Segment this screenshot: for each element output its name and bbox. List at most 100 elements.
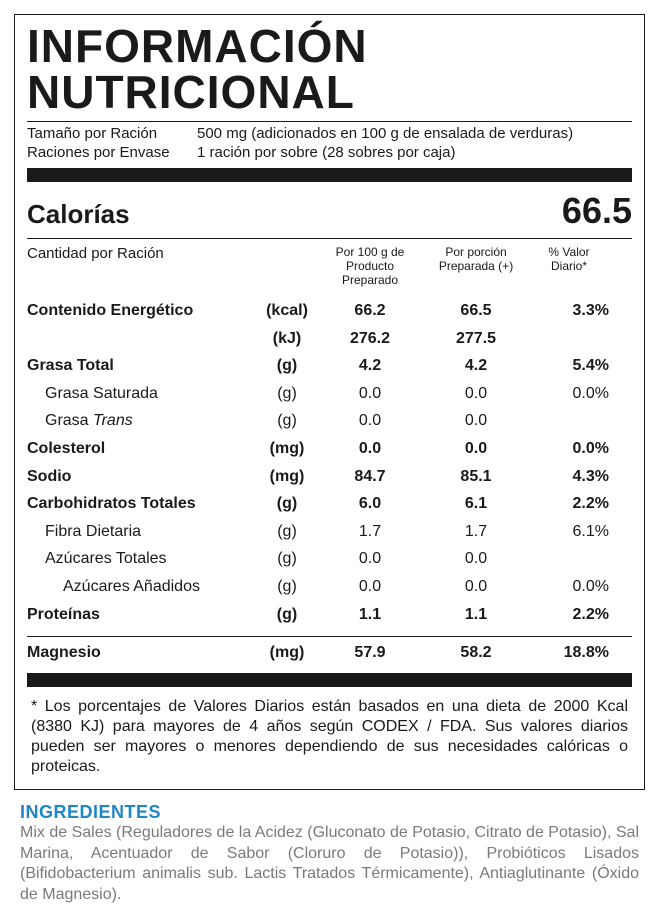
nutrient-unit: (g) [257,383,317,405]
nutrient-per-serving: 58.2 [423,642,529,664]
panel-title: INFORMACIÓN NUTRICIONAL [27,23,632,119]
nutrient-name: Fibra Dietaria [27,521,257,543]
calories-row: Calorías 66.5 [27,188,632,236]
ingredients-title: INGREDIENTES [20,802,639,823]
nutrient-name: Contenido Energético [27,300,257,322]
nutrient-per-serving: 1.7 [423,521,529,543]
nutrition-panel: INFORMACIÓN NUTRICIONAL Tamaño por Ració… [14,14,645,790]
nutrient-row: Grasa Total(g)4.24.25.4% [27,352,632,380]
nutrient-per-100g: 4.2 [317,355,423,377]
nutrient-dv [529,410,609,432]
header-amount: Cantidad por Ración [27,245,257,262]
nutrient-row: Azúcares Añadidos(g)0.00.00.0% [27,573,632,601]
nutrient-row: Colesterol(mg)0.00.00.0% [27,435,632,463]
nutrient-per-100g: 57.9 [317,642,423,664]
nutrient-per-100g: 0.0 [317,383,423,405]
header-col3: % Valor Diario* [529,245,609,273]
nutrient-per-100g: 0.0 [317,576,423,598]
nutrient-per-serving: 0.0 [423,410,529,432]
nutrient-per-100g: 276.2 [317,328,423,350]
nutrient-name: Sodio [27,466,257,488]
nutrient-unit: (g) [257,493,317,515]
nutrient-row: (kJ)276.2277.5 [27,325,632,353]
nutrient-name: Grasa Total [27,355,257,377]
nutrient-name: Carbohidratos Totales [27,493,257,515]
calories-label: Calorías [27,199,130,230]
nutrient-name [27,328,257,350]
nutrient-per-100g: 66.2 [317,300,423,322]
nutrient-unit: (g) [257,410,317,432]
serving-size-row: Tamaño por Ración 500 mg (adicionados en… [27,124,632,143]
nutrient-per-serving: 85.1 [423,466,529,488]
rule-thick [27,673,632,687]
nutrient-per-serving: 277.5 [423,328,529,350]
nutrient-dv: 2.2% [529,604,609,626]
nutrient-per-100g: 0.0 [317,548,423,570]
nutrient-row: Azúcares Totales(g)0.00.0 [27,545,632,573]
servings-per-container-row: Raciones por Envase 1 ración por sobre (… [27,143,632,162]
nutrient-rows: Contenido Energético(kcal)66.266.53.3%(k… [27,297,632,628]
nutrient-name: Azúcares Añadidos [27,576,257,598]
nutrient-dv: 5.4% [529,355,609,377]
nutrient-name: Proteínas [27,604,257,626]
nutrient-unit: (mg) [257,642,317,664]
nutrient-unit: (g) [257,521,317,543]
nutrient-row: Sodio(mg)84.785.14.3% [27,463,632,491]
nutrient-row: Grasa Saturada(g)0.00.00.0% [27,380,632,408]
nutrient-per-serving: 6.1 [423,493,529,515]
servings-per-container-label: Raciones por Envase [27,144,197,161]
nutrient-per-serving: 4.2 [423,355,529,377]
nutrient-per-100g: 1.7 [317,521,423,543]
nutrient-per-100g: 84.7 [317,466,423,488]
nutrient-name: Grasa Trans [27,410,257,432]
nutrient-row: Magnesio(mg)57.958.218.8% [27,639,632,667]
nutrient-row: Proteínas(g)1.11.12.2% [27,601,632,629]
nutrient-unit: (mg) [257,438,317,460]
nutrient-row: Grasa Trans(g)0.00.0 [27,407,632,435]
nutrient-per-serving: 0.0 [423,548,529,570]
footnote: * Los porcentajes de Valores Diarios est… [27,693,632,779]
rule-thin [27,636,632,637]
rule-thin [27,121,632,122]
nutrient-per-serving: 0.0 [423,438,529,460]
nutrient-per-100g: 1.1 [317,604,423,626]
ingredients-block: INGREDIENTES Mix de Sales (Reguladores d… [14,790,645,906]
nutrient-unit: (g) [257,548,317,570]
nutrient-dv: 3.3% [529,300,609,322]
nutrient-unit: (g) [257,604,317,626]
mineral-rows: Magnesio(mg)57.958.218.8% [27,639,632,667]
nutrient-dv: 6.1% [529,521,609,543]
nutrient-unit: (kcal) [257,300,317,322]
nutrient-dv: 18.8% [529,642,609,664]
nutrient-dv: 0.0% [529,438,609,460]
nutrient-dv: 0.0% [529,383,609,405]
column-headers: Cantidad por Ración Por 100 g de Product… [27,241,632,297]
header-col1: Por 100 g de Producto Preparado [317,245,423,287]
nutrient-unit: (g) [257,355,317,377]
nutrient-per-100g: 0.0 [317,410,423,432]
nutrient-per-serving: 0.0 [423,576,529,598]
ingredients-text: Mix de Sales (Reguladores de la Acidez (… [20,823,639,906]
nutrient-dv [529,328,609,350]
nutrient-per-serving: 66.5 [423,300,529,322]
nutrient-row: Carbohidratos Totales(g)6.06.12.2% [27,490,632,518]
nutrient-per-100g: 6.0 [317,493,423,515]
header-col2: Por porción Preparada (+) [423,245,529,273]
nutrient-row: Contenido Energético(kcal)66.266.53.3% [27,297,632,325]
nutrient-name: Colesterol [27,438,257,460]
nutrient-row: Fibra Dietaria(g)1.71.76.1% [27,518,632,546]
nutrient-name: Magnesio [27,642,257,664]
serving-size-value: 500 mg (adicionados en 100 g de ensalada… [197,125,632,142]
nutrient-per-100g: 0.0 [317,438,423,460]
calories-value: 66.5 [562,190,632,232]
nutrient-dv: 0.0% [529,576,609,598]
nutrient-unit: (mg) [257,466,317,488]
serving-size-label: Tamaño por Ración [27,125,197,142]
nutrient-name: Azúcares Totales [27,548,257,570]
nutrient-dv [529,548,609,570]
nutrient-unit: (kJ) [257,328,317,350]
nutrient-per-serving: 1.1 [423,604,529,626]
rule-thin [27,238,632,239]
nutrient-name: Grasa Saturada [27,383,257,405]
nutrient-dv: 2.2% [529,493,609,515]
